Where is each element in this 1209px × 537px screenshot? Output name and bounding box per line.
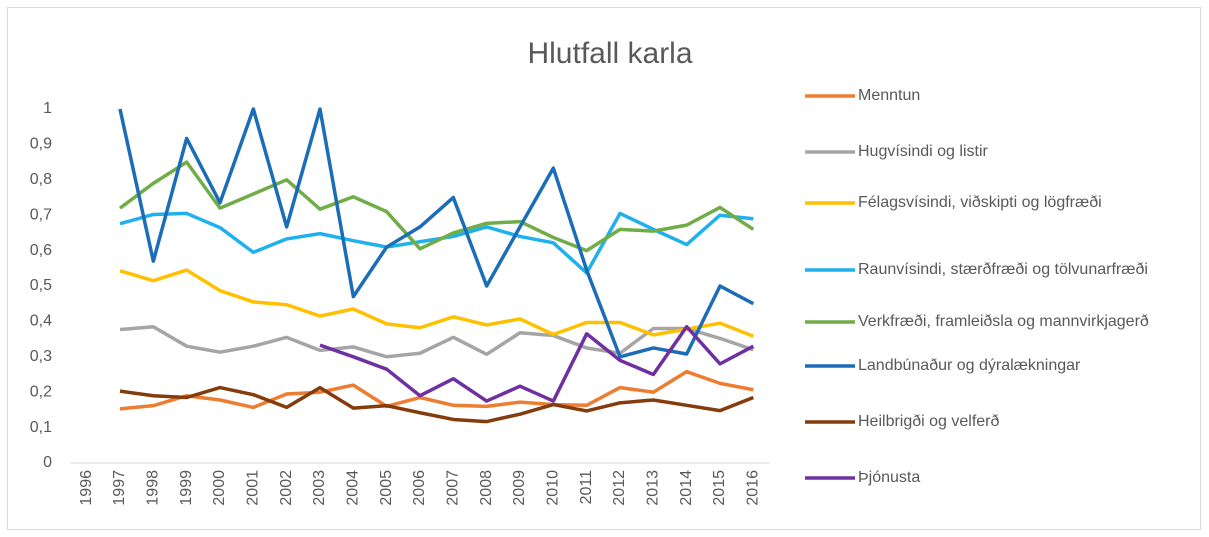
- legend-label: Raunvísindi, stærðfræði og tölvunarfræði: [858, 261, 1148, 278]
- series-line: [119, 369, 754, 411]
- y-tick-label: 0,3: [30, 348, 52, 365]
- x-tick-label: 1999: [178, 470, 195, 506]
- y-tick-label: 0,9: [30, 136, 52, 153]
- y-tick-label: 0,1: [30, 419, 52, 436]
- legend-label: Þjónusta: [858, 469, 920, 486]
- x-tick-label: 2014: [678, 470, 695, 506]
- legend-label: Félagsvísindi, viðskipti og lögfræði: [858, 194, 1102, 211]
- legend-label: Landbúnaður og dýralækningar: [858, 357, 1081, 374]
- x-tick-label: 2004: [345, 470, 362, 506]
- y-tick-label: 0,7: [30, 206, 52, 223]
- x-tick-label: 2006: [411, 470, 428, 506]
- legend-label: Hugvísindi og listir: [858, 143, 989, 160]
- chart-frame: [7, 7, 1201, 530]
- x-tick-label: 1996: [78, 470, 95, 506]
- series-line: [119, 385, 754, 424]
- y-tick-label: 0,6: [30, 242, 52, 259]
- x-tick-label: 1997: [111, 470, 128, 506]
- x-tick-label: 2000: [211, 470, 228, 506]
- x-tick-label: 2015: [711, 470, 728, 506]
- series-line: [119, 268, 754, 338]
- x-tick-label: 2002: [278, 470, 295, 506]
- x-tick-label: 2011: [578, 470, 595, 505]
- series-line: [118, 160, 755, 253]
- legend-label: Verkfræði, framleiðsla og mannvirkjagerð: [858, 313, 1149, 330]
- x-tick-label: 2010: [545, 470, 562, 506]
- x-tick-label: 2007: [445, 470, 462, 506]
- x-tick-label: 1998: [145, 470, 162, 506]
- y-tick-label: 0: [43, 454, 52, 471]
- y-tick-label: 0,8: [30, 171, 52, 188]
- series-line: [319, 324, 755, 403]
- y-tick-label: 0,2: [30, 383, 52, 400]
- legend-label: Menntun: [858, 87, 920, 104]
- x-tick-label: 2008: [478, 470, 495, 506]
- x-tick-label: 2012: [611, 470, 628, 506]
- series-line: [118, 107, 755, 359]
- legend-label: Heilbrigði og velferð: [858, 413, 1000, 430]
- y-tick-label: 0,4: [30, 313, 52, 330]
- y-tick-label: 1: [43, 100, 52, 117]
- y-tick-label: 0,5: [30, 277, 52, 294]
- x-tick-label: 2001: [245, 470, 262, 506]
- x-tick-label: 2005: [378, 470, 395, 506]
- chart-title: Hlutfall karla: [527, 37, 692, 70]
- x-tick-label: 2016: [745, 470, 762, 506]
- x-tick-label: 2003: [311, 470, 328, 506]
- x-tick-label: 2013: [645, 470, 662, 506]
- x-tick-label: 2009: [511, 470, 528, 506]
